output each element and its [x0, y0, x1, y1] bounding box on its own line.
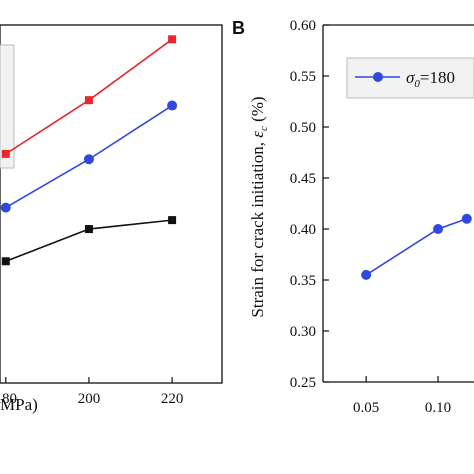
y-title-unit: (%)	[248, 96, 267, 126]
series-0-1-point-2	[167, 100, 178, 111]
b-y-tick-label: 0.40	[290, 222, 316, 238]
legend-sigma: σ	[406, 68, 415, 87]
b-y-tick-label: 0.55	[290, 69, 316, 85]
series-1-0-point-1	[433, 224, 444, 234]
a-x-tick-label: 220	[161, 391, 184, 407]
legend-value: =180	[420, 68, 455, 87]
b-x-tick-label: 0.10	[425, 400, 451, 416]
legend-marker	[373, 72, 383, 82]
panel-b-legend: σ0=180	[346, 57, 474, 99]
b-x-tick-label: 0.05	[353, 400, 379, 416]
series-0-2-point-2	[168, 216, 177, 225]
panel-b-y-ticks: 0.25 0.30 0.35 0.40 0.45 0.50 0.55 0.60	[290, 18, 329, 391]
b-y-tick-label: 0.30	[290, 324, 316, 340]
b-y-tick-label: 0.45	[290, 171, 316, 187]
series-0-0-point-2	[168, 35, 177, 44]
panel-a-x-ticks: 180 200 220	[0, 377, 183, 407]
series-1-0-point-2	[461, 213, 472, 224]
b-y-tick-label: 0.60	[290, 18, 316, 34]
panel-a-series-layer	[0, 35, 178, 266]
panel-b-label: B	[232, 18, 245, 38]
panel-a-x-axis-title: MPa)	[0, 395, 38, 414]
series-0-1-point-0	[0, 202, 11, 213]
a-x-tick-label: 180	[0, 391, 17, 407]
legend-label: σ0=180	[406, 68, 455, 90]
legend-box	[346, 57, 474, 99]
panel-b-y-axis-title: Strain for crack initiation, εc (%)	[248, 96, 270, 317]
panel-a: 180 200 220 MPa)	[0, 24, 223, 414]
series-0-1-point-1	[83, 154, 94, 165]
panel-b: B Strain for crack initiation, εc (%) 0.…	[232, 18, 474, 416]
series-0-0-point-1	[84, 96, 93, 105]
panel-a-legend-box	[0, 44, 15, 169]
y-title-main: Strain for crack initiation,	[248, 138, 267, 318]
panel-b-series-layer	[361, 213, 472, 280]
b-y-tick-label: 0.25	[290, 375, 316, 391]
b-y-tick-label: 0.50	[290, 120, 316, 136]
series-1-0-point-0	[361, 269, 372, 280]
series-0-2-point-0	[1, 257, 10, 266]
legend-sub: 0	[414, 78, 420, 90]
series-0-0-point-0	[1, 149, 10, 158]
y-title-sub: c	[258, 126, 270, 131]
series-1-0-line	[365, 218, 468, 276]
panel-b-x-ticks: 0.05 0.10	[353, 376, 451, 416]
series-0-2-point-1	[84, 225, 93, 234]
a-x-tick-label: 200	[78, 391, 101, 407]
y-title-symbol: ε	[248, 131, 267, 138]
panel-a-frame	[0, 24, 223, 384]
b-y-tick-label: 0.35	[290, 273, 316, 289]
